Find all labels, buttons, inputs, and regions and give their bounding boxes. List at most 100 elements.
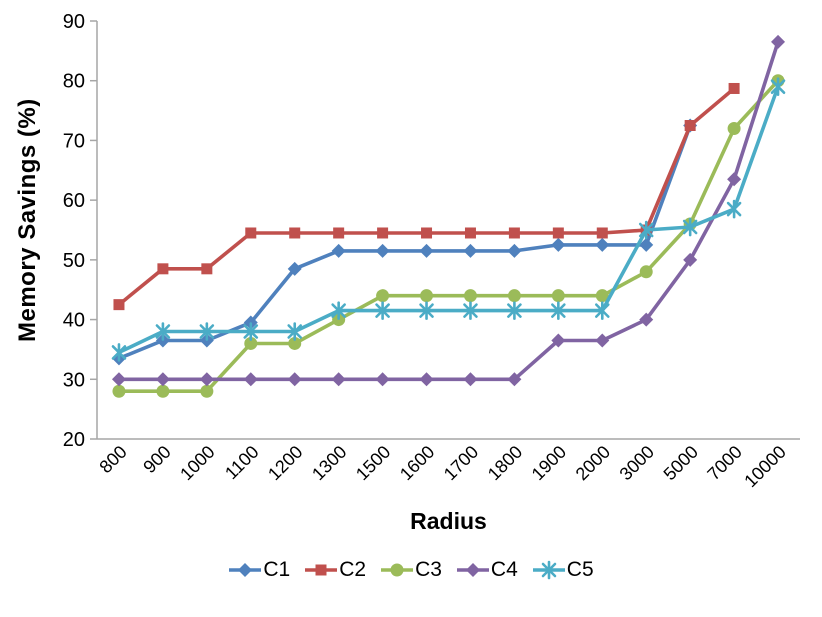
y-tick-label: 70 — [63, 130, 85, 152]
y-tick-label: 20 — [63, 429, 85, 451]
data-point-marker — [377, 227, 389, 239]
data-point-marker — [199, 324, 215, 339]
y-tick-label: 60 — [63, 190, 85, 212]
data-point-marker — [596, 227, 608, 239]
x-tick-label: 1100 — [221, 442, 263, 484]
data-point-marker — [728, 82, 740, 94]
data-point-marker — [595, 237, 610, 252]
data-point-marker — [244, 336, 258, 350]
data-point-marker — [463, 243, 478, 258]
x-tick-label: 900 — [139, 442, 174, 477]
data-point-marker — [541, 562, 557, 578]
data-point-marker — [507, 303, 522, 318]
data-point-marker — [390, 563, 404, 577]
data-point-marker — [287, 324, 303, 339]
legend-label-C4: C4 — [490, 558, 518, 581]
data-point-marker — [419, 243, 434, 258]
data-point-marker — [463, 372, 478, 387]
data-point-marker — [155, 372, 170, 387]
data-point-marker — [638, 222, 654, 238]
legend-label-C5: C5 — [566, 558, 594, 581]
data-point-marker — [595, 289, 609, 303]
data-point-marker — [463, 303, 478, 318]
data-point-marker — [508, 227, 520, 239]
data-point-marker — [595, 333, 610, 348]
data-point-marker — [639, 312, 654, 327]
x-tick-label: 800 — [95, 442, 130, 477]
data-point-marker — [113, 299, 125, 311]
series-line-C4 — [119, 41, 780, 382]
y-tick-label: 80 — [63, 71, 85, 93]
legend-label-C3: C3 — [415, 558, 442, 581]
y-tick-label: 50 — [63, 250, 85, 272]
data-point-marker — [111, 345, 127, 360]
series-C1 — [111, 118, 698, 366]
data-point-marker — [552, 227, 564, 239]
series-C5 — [111, 77, 786, 362]
data-point-marker — [245, 227, 257, 239]
legend-marker-icon-C2 — [305, 564, 338, 576]
x-tick-label: 1900 — [528, 442, 570, 484]
x-tick-label: 1700 — [440, 442, 482, 484]
data-point-marker — [683, 252, 698, 267]
data-point-marker — [682, 219, 698, 235]
data-point-marker — [726, 201, 742, 217]
x-tick-label: 1500 — [352, 442, 394, 484]
data-point-marker — [287, 372, 302, 387]
series-C2 — [113, 82, 740, 311]
data-point-marker — [333, 227, 345, 239]
data-point-marker — [639, 265, 653, 279]
legend-item-C5: C5 — [532, 558, 594, 582]
legend-item-C2: C2 — [304, 558, 366, 582]
data-point-marker — [331, 303, 346, 318]
data-point-marker — [727, 172, 742, 187]
data-point-marker — [288, 336, 302, 350]
data-point-marker — [243, 372, 258, 387]
x-tick-label: 1200 — [264, 442, 306, 484]
data-point-marker — [200, 384, 214, 398]
data-point-marker — [771, 34, 786, 49]
legend-marker-icon-C3 — [381, 563, 414, 577]
x-tick-label: 1600 — [396, 442, 438, 484]
data-point-marker — [727, 121, 741, 135]
data-point-marker — [111, 372, 126, 387]
legend-item-C1: C1 — [228, 558, 290, 582]
data-point-marker — [331, 372, 346, 387]
data-point-marker — [594, 303, 610, 318]
data-point-marker — [684, 120, 696, 131]
legend-marker-icon-C5 — [532, 560, 565, 580]
data-point-marker — [315, 564, 327, 576]
data-point-marker — [551, 237, 566, 252]
data-point-marker — [770, 79, 786, 94]
y-tick-label: 90 — [63, 11, 85, 33]
x-tick-label: 3000 — [616, 442, 658, 484]
x-tick-label: 5000 — [660, 442, 702, 484]
x-tick-label: 1000 — [176, 442, 218, 484]
data-point-marker — [463, 289, 477, 303]
data-point-marker — [289, 227, 301, 239]
legend-marker-icon-C4 — [456, 563, 489, 577]
data-point-marker — [157, 263, 169, 275]
data-point-marker — [331, 243, 346, 258]
x-tick-label: 2000 — [572, 442, 614, 484]
legend-item-C4: C4 — [456, 558, 518, 582]
legend-label-C1: C1 — [263, 558, 291, 581]
data-point-marker — [551, 333, 566, 348]
data-point-marker — [287, 261, 302, 276]
data-point-marker — [551, 303, 566, 318]
data-point-marker — [465, 563, 480, 577]
x-axis-title: Radius — [410, 508, 487, 534]
legend-marker-icon-C1 — [229, 563, 262, 577]
legend-item-C3: C3 — [380, 558, 442, 582]
data-point-marker — [112, 384, 126, 398]
data-point-marker — [419, 303, 434, 318]
data-point-marker — [376, 289, 390, 303]
data-point-marker — [156, 384, 170, 398]
data-point-marker — [201, 263, 213, 275]
data-point-marker — [238, 563, 253, 577]
data-point-marker — [199, 372, 214, 387]
data-point-marker — [507, 289, 521, 303]
data-point-marker — [375, 243, 390, 258]
series-line-C3 — [119, 79, 780, 393]
x-tick-label: 7000 — [703, 442, 745, 484]
